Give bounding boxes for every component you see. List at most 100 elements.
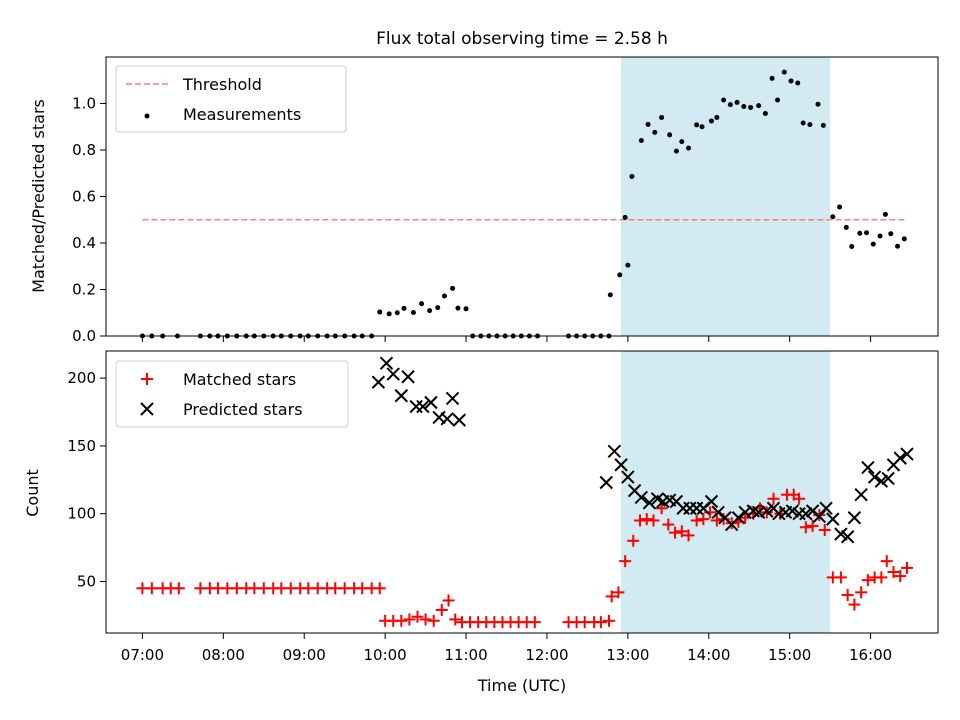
bottom-y-tick-label: 100 — [67, 505, 96, 523]
matched-star-point — [373, 582, 386, 595]
predicted-star-point — [394, 389, 409, 403]
measurement-point — [807, 122, 813, 128]
matched-star-point — [875, 571, 888, 584]
predicted-star-point — [834, 527, 848, 541]
top-x-axis-ticks — [141, 336, 872, 342]
bottom-y-tick-label: 200 — [67, 369, 96, 387]
predicted-star-point — [840, 530, 855, 544]
matched-star-point — [594, 616, 607, 629]
measurement-point — [795, 80, 801, 86]
matched-star-point — [640, 513, 653, 526]
top-y-axis-ticks: 0.0 0.2 0.4 0.6 0.8 1.0 — [72, 95, 106, 345]
x-tick-label: 16:00 — [849, 646, 892, 664]
measurement-point — [888, 231, 894, 237]
measurement-point — [401, 305, 407, 311]
legend-measurements-swatch — [144, 113, 150, 119]
legend-measurements-label: Measurements — [183, 105, 301, 124]
matched-star-point — [449, 613, 462, 626]
predicted-star-point — [854, 488, 868, 502]
top-y-tick-label: 0.6 — [72, 188, 96, 206]
legend-matched-label: Matched stars — [183, 370, 296, 389]
matched-star-point — [602, 614, 615, 627]
top-y-tick-label: 0.4 — [72, 234, 96, 252]
measurement-point — [410, 310, 416, 316]
measurement-point — [741, 104, 747, 110]
measurement-point — [775, 97, 781, 103]
predicted-star-point — [371, 375, 386, 389]
predicted-star-point — [607, 444, 622, 459]
predicted-star-point — [642, 496, 657, 510]
measurement-point — [679, 139, 685, 145]
measurement-point — [441, 293, 447, 299]
measurement-point — [837, 204, 843, 210]
matched-star-point — [403, 613, 416, 626]
matched-star-point — [855, 586, 868, 599]
measurement-point — [843, 224, 849, 230]
measurement-point — [877, 233, 883, 239]
top-legend-box — [115, 65, 347, 133]
bottom-plot-frame — [105, 350, 939, 634]
matched-star-point — [675, 525, 688, 538]
bottom-legend: Matched stars Predicted stars — [115, 360, 349, 428]
top-y-tick-label: 1.0 — [72, 95, 96, 113]
matched-star-point — [848, 598, 861, 611]
matched-star-point — [834, 571, 847, 584]
measurement-point — [748, 104, 754, 110]
x-axis-label: Time (UTC) — [477, 676, 566, 695]
bottom-y-tick-label: 50 — [77, 572, 96, 590]
legend-predicted-label: Predicted stars — [183, 400, 303, 419]
measurement-point — [734, 99, 740, 105]
matched-star-point — [442, 594, 455, 607]
measurement-point — [870, 241, 876, 247]
measurement-point — [652, 129, 658, 135]
legend-threshold-label: Threshold — [182, 75, 262, 94]
matched-star-point — [395, 614, 408, 627]
measurement-point — [694, 122, 700, 128]
legend-predicted-swatch — [140, 402, 154, 416]
measurement-point — [788, 78, 794, 84]
measurement-point — [645, 121, 651, 127]
measurement-point — [622, 214, 628, 220]
predicted-star-point — [785, 504, 800, 518]
matched-star-point — [841, 589, 854, 602]
top-y-tick-label: 0.2 — [72, 281, 96, 299]
bottom-legend-box — [115, 360, 349, 428]
predicted-star-point — [847, 511, 862, 525]
measurement-point — [386, 311, 392, 317]
matched-star-point — [739, 511, 752, 524]
measurement-point — [781, 69, 787, 75]
predicted-star-point — [634, 490, 649, 505]
matched-star-point — [894, 570, 907, 583]
predicted-star-point — [614, 458, 628, 472]
x-tick-label: 07:00 — [121, 646, 164, 664]
measurement-point — [901, 236, 907, 242]
bottom-y-axis-ticks: 50 100 150 200 — [67, 369, 106, 590]
matched-star-point — [655, 502, 668, 515]
measurement-point — [450, 285, 456, 291]
x-tick-label: 13:00 — [606, 646, 649, 664]
top-y-tick-label: 0.0 — [72, 327, 96, 345]
measurement-point — [864, 230, 870, 236]
x-tick-label: 12:00 — [525, 646, 568, 664]
x-tick-label: 08:00 — [202, 646, 245, 664]
measurement-point — [427, 308, 433, 314]
predicted-star-point — [760, 504, 774, 518]
measurement-point — [721, 97, 727, 103]
bottom-x-axis-ticks: 07:00 08:00 09:00 10:00 11:00 12:00 13:00 14:00… — [121, 633, 892, 664]
x-tick-label: 10:00 — [364, 646, 407, 664]
predicted-star-point — [819, 501, 833, 515]
predicted-star-point — [379, 356, 394, 370]
predicted-star-point — [599, 475, 613, 490]
matched-star-point — [861, 574, 874, 587]
matched-star-point — [799, 521, 812, 534]
predicted-star-point — [861, 460, 875, 475]
predicted-star-point — [424, 395, 438, 410]
x-tick-label: 09:00 — [283, 646, 326, 664]
top-y-axis-label: Matched/Predicted stars — [29, 99, 48, 293]
matched-star-point — [627, 534, 640, 547]
predicted-star-point — [621, 470, 635, 484]
measurement-point — [756, 103, 762, 109]
measurement-point — [769, 75, 775, 81]
matched-star-point — [662, 518, 675, 531]
